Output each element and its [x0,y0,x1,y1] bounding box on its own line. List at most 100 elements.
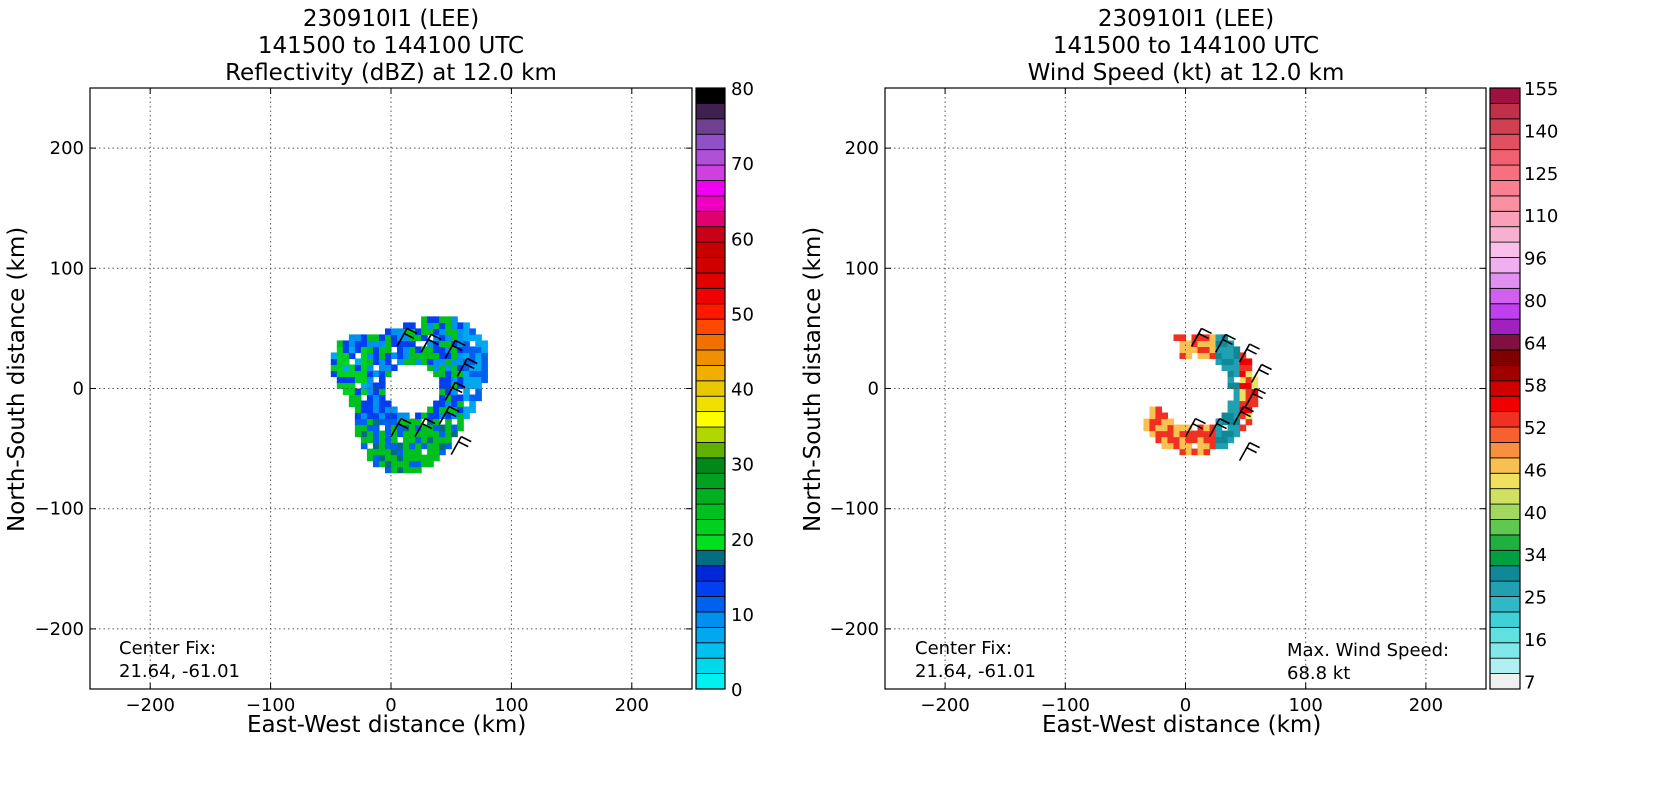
reflectivity-cell [481,340,488,348]
reflectivity-cell [378,406,386,414]
colorbar-segment [695,318,726,335]
reflectivity-cell [360,436,368,444]
colorbar-tick-label: 0 [731,680,742,701]
reflectivity-cell [384,400,392,408]
colorbar-segment [1489,488,1521,505]
center-fix: Center Fix: 21.64, -61.01 [915,637,1036,683]
colorbar-segment [1489,565,1521,582]
reflectivity-cell [366,418,374,426]
wind-speed-cell [1185,448,1193,456]
reflectivity-cell [445,364,452,372]
reflectivity-cell [403,334,410,342]
colorbar-segment [695,457,726,474]
reflectivity-plot: −200 −100 0 100 200 −200 −100 0 100 200 0 10 20 30 40 5… [35,79,754,716]
reflectivity-cell [457,406,464,414]
reflectivity-cell [360,346,368,354]
colorbar-segment [1489,226,1521,243]
wind-speed-cell [1191,334,1199,342]
wind-speed-cell [1245,364,1253,372]
wind-speed-cell [1185,424,1193,432]
reflectivity-cell [439,424,446,432]
reflectivity-cell [354,430,362,438]
x-tick-label: −100 [1041,695,1090,716]
reflectivity-cell [384,364,392,372]
wind-speed-cell [1239,412,1247,420]
reflectivity-cell [427,460,434,468]
reflectivity-cell [409,466,416,474]
reflectivity-cell [360,370,368,378]
reflectivity-cell [372,436,380,444]
reflectivity-cell [330,370,338,378]
colorbar-tick-label: 60 [731,229,754,250]
reflectivity-cell [463,358,470,366]
reflectivity-cell [378,352,386,360]
wind-speed-cell [1215,346,1223,354]
reflectivity-cell [451,394,458,402]
reflectivity-cell [336,346,344,354]
title-line-2: 141500 to 144100 UTC [257,33,525,59]
reflectivity-cell [354,340,362,348]
reflectivity-cell [445,334,452,342]
title-line-1: 230910I1 (LEE) [1097,6,1275,32]
reflectivity-cell [354,376,362,384]
wind-speed-cell [1155,406,1163,414]
reflectivity-cell [439,388,446,396]
colorbar-segment [1489,442,1521,459]
reflectivity-cell [354,370,362,378]
wind-speed-cell [1209,334,1217,342]
reflectivity-cell [378,418,386,426]
reflectivity-cell [391,418,398,426]
reflectivity-cell [342,388,350,396]
reflectivity-cell [409,346,416,354]
reflectivity-cell [360,334,368,342]
reflectivity-cell [439,436,446,444]
wind-speed-cell [1245,382,1253,390]
reflectivity-cell [366,424,374,432]
reflectivity-cell [433,364,440,372]
y-axis-label: North-South distance (km) [800,226,826,532]
reflectivity-cell [427,364,434,372]
wind-barb [420,333,442,353]
reflectivity-cell [397,430,404,438]
wind-speed-cell [1227,406,1235,414]
wind-speed-cell [1179,430,1187,438]
wind-barb [444,339,466,359]
wind-speed-cell [1179,340,1187,348]
wind-speed-cell [1197,340,1205,348]
reflectivity-cell [457,322,464,329]
reflectivity-cell [348,334,356,342]
reflectivity-cell [439,340,446,348]
reflectivity-cell [384,370,392,378]
reflectivity-cell [397,448,404,456]
wind-speed-cell [1221,334,1229,342]
wind-speed-cell [1185,346,1193,354]
colorbar-tick-label: 10 [731,605,754,626]
wind-speed-cell [1251,382,1259,390]
reflectivity-cell [439,412,446,420]
colorbar-segment [1489,318,1521,335]
colorbar-tick-label: 64 [1524,333,1547,354]
reflectivity-cell [439,430,446,438]
y-tick-label: −100 [830,499,879,520]
reflectivity-cell [415,448,422,456]
reflectivity-cell [469,346,476,354]
reflectivity-cell [391,334,398,342]
reflectivity-cell [360,418,368,426]
reflectivity-cell [378,412,386,420]
reflectivity-cell [457,376,464,384]
wind-barb [1184,417,1206,437]
reflectivity-cell [475,382,482,390]
colorbar-segment [1489,503,1521,520]
reflectivity-cell [451,340,458,348]
reflectivity-cell [366,364,374,372]
colorbar-segment [1489,626,1521,644]
reflectivity-cell [397,418,404,426]
reflectivity-cell [463,352,470,360]
reflectivity-cell [421,430,428,438]
reflectivity-cell [469,352,476,360]
reflectivity-cell [391,412,398,420]
reflectivity-cell [433,454,440,462]
reflectivity-cell [391,364,398,372]
colorbar-segment [1489,334,1521,351]
colorbar-segment [695,611,726,628]
